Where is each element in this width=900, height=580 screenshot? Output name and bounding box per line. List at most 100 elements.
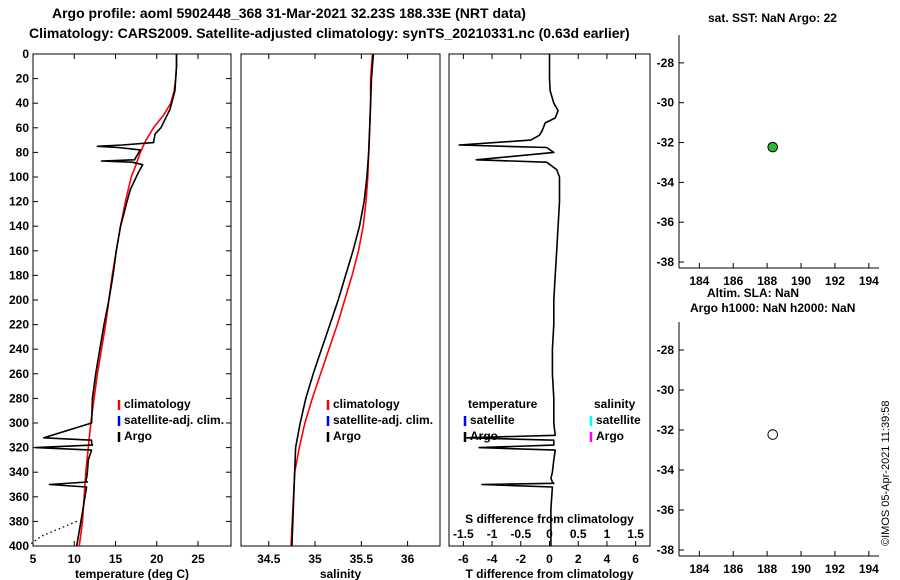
- y-tick-label: 260: [9, 367, 29, 381]
- map-x-tick-label: 190: [791, 274, 811, 288]
- x-tick-label: 4: [604, 552, 611, 566]
- legend-label: Argo: [124, 429, 152, 443]
- map-y-tick-label: -36: [657, 503, 675, 517]
- map-x-tick-label: 186: [723, 562, 743, 576]
- map-x-tick-label: 190: [791, 562, 811, 576]
- y-tick-label: 100: [9, 170, 29, 184]
- map-y-tick-label: -32: [657, 136, 675, 150]
- map-y-tick-label: -28: [657, 56, 675, 70]
- y-tick-label: 400: [9, 539, 29, 553]
- y-tick-label: 320: [9, 441, 29, 455]
- legend-label: satellite-adj. clim.: [124, 413, 224, 427]
- argo-line: [291, 53, 375, 547]
- s-tick-label: 0.5: [570, 527, 587, 541]
- x-tick-label: 36: [401, 552, 415, 566]
- map-y-tick-label: -30: [657, 96, 675, 110]
- s-tick-label: -0.5: [510, 527, 531, 541]
- legend-label: satellite: [596, 413, 641, 427]
- float-position-marker: [767, 429, 779, 440]
- map-x-tick-label: 194: [859, 562, 879, 576]
- s-tick-label: 0: [546, 527, 553, 541]
- y-tick-label: 120: [9, 195, 29, 209]
- x-tick-label: -4: [487, 552, 498, 566]
- map-x-tick-label: 194: [859, 274, 879, 288]
- y-tick-label: 140: [9, 219, 29, 233]
- argo-line: [34, 54, 178, 547]
- y-tick-label: 340: [9, 465, 29, 479]
- x-tick-label: -2: [515, 552, 526, 566]
- s-tick-label: 1.5: [627, 527, 644, 541]
- float-position-marker: [767, 141, 779, 153]
- map-area-sla: [679, 322, 879, 556]
- x-axis-label: T difference from climatology: [465, 567, 633, 580]
- x-tick-label: 15: [109, 552, 123, 566]
- legend-label: climatology: [333, 397, 400, 411]
- legend-label: Argo: [596, 429, 624, 443]
- map-y-tick-label: -38: [657, 255, 675, 269]
- x-axis-label: temperature (deg C): [75, 567, 189, 580]
- x-axis-label: salinity: [320, 567, 362, 580]
- map-y-tick-label: -36: [657, 215, 675, 229]
- y-tick-label: 300: [9, 416, 29, 430]
- legend-label: Argo: [470, 429, 498, 443]
- x-tick-label: 20: [150, 552, 164, 566]
- climatology-line: [290, 53, 374, 547]
- climatology-line: [78, 54, 178, 547]
- x-tick-label: 35: [308, 552, 322, 566]
- temperature-difference-line: [458, 54, 561, 546]
- y-tick-label: 200: [9, 293, 29, 307]
- map-sst-title: sat. SST: NaN Argo: 22: [708, 11, 837, 25]
- y-tick-label: 60: [16, 121, 30, 135]
- x-tick-label: 2: [575, 552, 582, 566]
- y-tick-label: 240: [9, 342, 29, 356]
- map-sla-title: Altim. SLA: NaN: [707, 286, 800, 300]
- legend-label: satellite-adj. clim.: [333, 413, 433, 427]
- map-height-title: Argo h1000: NaN h2000: NaN: [690, 301, 856, 315]
- chart-title-line-2: Climatology: CARS2009. Satellite-adjuste…: [29, 25, 630, 41]
- map-x-tick-label: 188: [757, 274, 777, 288]
- x-tick-label: 34.5: [257, 552, 281, 566]
- map-y-tick-label: -34: [657, 463, 675, 477]
- y-tick-label: 280: [9, 391, 29, 405]
- legend-label: Argo: [333, 429, 361, 443]
- map-y-tick-label: -32: [657, 423, 675, 437]
- map-x-tick-label: 192: [825, 274, 845, 288]
- y-tick-label: 80: [16, 145, 30, 159]
- chart-title-line-1: Argo profile: aoml 5902448_368 31-Mar-20…: [52, 5, 526, 21]
- map-area-sst: [679, 35, 879, 268]
- y-tick-label: 360: [9, 490, 29, 504]
- x-tick-label: -6: [458, 552, 469, 566]
- y-tick-label: 40: [16, 96, 30, 110]
- x-tick-label: 5: [30, 552, 37, 566]
- map-y-tick-label: -38: [657, 543, 675, 557]
- extrapolation-dotted-line: [30, 520, 77, 545]
- map-x-tick-label: 186: [723, 274, 743, 288]
- s-tick-label: 1: [604, 527, 611, 541]
- map-x-tick-label: 192: [825, 562, 845, 576]
- map-x-tick-label: 184: [689, 274, 709, 288]
- legend-label: satellite: [470, 413, 515, 427]
- map-x-tick-label: 184: [689, 562, 709, 576]
- y-tick-label: 180: [9, 268, 29, 282]
- s-tick-label: -1: [487, 527, 498, 541]
- map-y-tick-label: -34: [657, 175, 675, 189]
- y-tick-label: 220: [9, 318, 29, 332]
- x-tick-label: 0: [546, 552, 553, 566]
- plot-frame-temperature: [32, 53, 232, 547]
- plot-frame-difference: [448, 53, 651, 547]
- map-y-tick-label: -28: [657, 343, 675, 357]
- map-y-tick-label: -30: [657, 383, 675, 397]
- legend-label: climatology: [124, 397, 191, 411]
- legend-heading: temperature: [468, 397, 538, 411]
- legend-heading: salinity: [594, 397, 636, 411]
- x-tick-label: 35.5: [350, 552, 374, 566]
- x-tick-label: 10: [68, 552, 82, 566]
- y-tick-label: 160: [9, 244, 29, 258]
- y-tick-label: 380: [9, 514, 29, 528]
- x-tick-label: 25: [191, 552, 205, 566]
- map-x-tick-label: 188: [757, 562, 777, 576]
- y-tick-label: 0: [22, 47, 29, 61]
- plot-frame-salinity: [240, 53, 441, 547]
- y-tick-label: 20: [16, 72, 30, 86]
